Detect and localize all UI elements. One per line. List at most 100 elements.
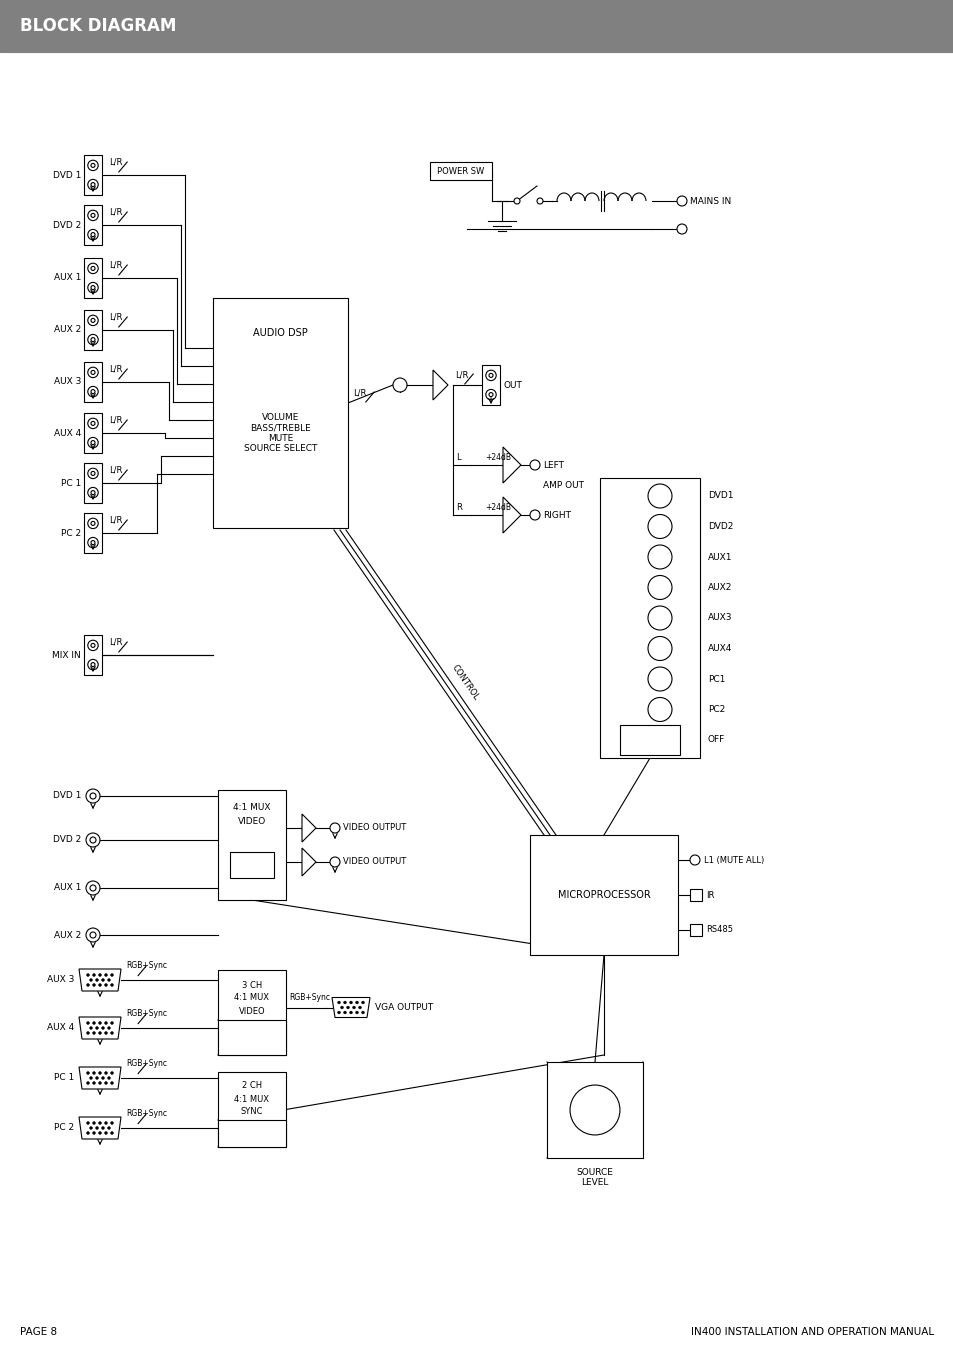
Text: L1 (MUTE ALL): L1 (MUTE ALL) <box>703 856 763 864</box>
Text: PC 2: PC 2 <box>61 528 81 537</box>
Circle shape <box>91 266 95 270</box>
Circle shape <box>105 1022 107 1025</box>
Bar <box>218 790 286 900</box>
Circle shape <box>393 378 407 392</box>
Text: VOLUME
BASS/TREBLE
MUTE
SOURCE SELECT: VOLUME BASS/TREBLE MUTE SOURCE SELECT <box>244 413 316 454</box>
Circle shape <box>98 973 101 976</box>
Circle shape <box>88 659 98 670</box>
Circle shape <box>90 979 92 981</box>
Circle shape <box>95 1127 98 1130</box>
Circle shape <box>91 319 95 323</box>
Circle shape <box>90 792 96 799</box>
Circle shape <box>86 882 100 895</box>
Circle shape <box>92 1131 95 1134</box>
Circle shape <box>92 1022 95 1025</box>
Text: PC 1: PC 1 <box>53 1073 74 1083</box>
Circle shape <box>98 1081 101 1084</box>
Circle shape <box>91 286 95 290</box>
Circle shape <box>361 1002 364 1004</box>
Bar <box>84 413 102 454</box>
Text: 3 CH: 3 CH <box>242 980 262 990</box>
Text: RGB+Sync: RGB+Sync <box>126 1060 167 1068</box>
Circle shape <box>88 211 98 220</box>
Circle shape <box>102 979 104 981</box>
Circle shape <box>570 1085 619 1135</box>
Bar <box>84 362 102 402</box>
Circle shape <box>530 510 539 520</box>
Text: +24dB: +24dB <box>484 502 511 512</box>
Circle shape <box>91 644 95 648</box>
Circle shape <box>105 1081 107 1084</box>
Bar <box>218 1072 286 1148</box>
Text: SYNC: SYNC <box>240 1107 263 1116</box>
Bar <box>84 310 102 350</box>
Circle shape <box>111 1122 113 1125</box>
Circle shape <box>88 230 98 240</box>
Circle shape <box>485 389 496 400</box>
Circle shape <box>361 1011 364 1014</box>
Polygon shape <box>79 969 121 991</box>
Circle shape <box>358 1006 361 1008</box>
Circle shape <box>87 1131 90 1134</box>
Circle shape <box>91 540 95 544</box>
Text: AUX 4: AUX 4 <box>53 428 81 437</box>
Text: POWER SW: POWER SW <box>436 166 484 176</box>
Bar <box>84 463 102 504</box>
Circle shape <box>98 1131 101 1134</box>
Circle shape <box>355 1002 358 1004</box>
Text: RGB+Sync: RGB+Sync <box>126 1010 167 1018</box>
Circle shape <box>87 1031 90 1034</box>
Polygon shape <box>332 998 370 1018</box>
Circle shape <box>337 1011 340 1014</box>
Text: BLOCK DIAGRAM: BLOCK DIAGRAM <box>20 18 176 35</box>
Text: OUT: OUT <box>503 381 522 390</box>
Circle shape <box>90 1077 92 1079</box>
Text: AUX4: AUX4 <box>707 644 732 653</box>
Circle shape <box>95 1077 98 1079</box>
Circle shape <box>92 1031 95 1034</box>
Circle shape <box>337 1002 340 1004</box>
Circle shape <box>111 1131 113 1134</box>
Circle shape <box>88 315 98 325</box>
Circle shape <box>353 1006 355 1008</box>
Circle shape <box>489 374 493 378</box>
Polygon shape <box>79 1116 121 1139</box>
Text: VIDEO: VIDEO <box>238 1007 265 1015</box>
Circle shape <box>98 984 101 987</box>
Circle shape <box>647 728 671 752</box>
Text: DVD1: DVD1 <box>707 491 733 501</box>
Text: SOURCE
LEVEL: SOURCE LEVEL <box>576 1168 613 1188</box>
Text: L: L <box>456 452 460 462</box>
Bar <box>84 205 102 244</box>
Bar <box>481 364 499 405</box>
Circle shape <box>88 518 98 529</box>
Circle shape <box>647 667 671 691</box>
Text: RGB+Sync: RGB+Sync <box>126 1110 167 1119</box>
Circle shape <box>91 521 95 525</box>
Circle shape <box>98 1022 101 1025</box>
Text: AUX 4: AUX 4 <box>47 1023 74 1033</box>
Text: 2 CH: 2 CH <box>242 1081 262 1091</box>
Circle shape <box>91 182 95 186</box>
Circle shape <box>105 973 107 976</box>
Circle shape <box>343 1002 346 1004</box>
Circle shape <box>647 545 671 568</box>
Polygon shape <box>502 497 520 533</box>
Circle shape <box>350 1002 352 1004</box>
Text: MICROPROCESSOR: MICROPROCESSOR <box>558 890 650 900</box>
Circle shape <box>105 1072 107 1075</box>
Circle shape <box>689 855 700 865</box>
Bar <box>84 634 102 675</box>
Bar <box>218 1021 286 1054</box>
Circle shape <box>87 1022 90 1025</box>
Circle shape <box>90 931 96 938</box>
Circle shape <box>86 927 100 942</box>
Circle shape <box>98 1122 101 1125</box>
Polygon shape <box>433 370 448 400</box>
Text: VIDEO OUTPUT: VIDEO OUTPUT <box>343 824 406 833</box>
Circle shape <box>92 973 95 976</box>
Text: DVD 1: DVD 1 <box>52 170 81 180</box>
Text: L/R: L/R <box>455 370 468 379</box>
Text: DVD 1: DVD 1 <box>52 791 81 801</box>
Circle shape <box>91 471 95 475</box>
